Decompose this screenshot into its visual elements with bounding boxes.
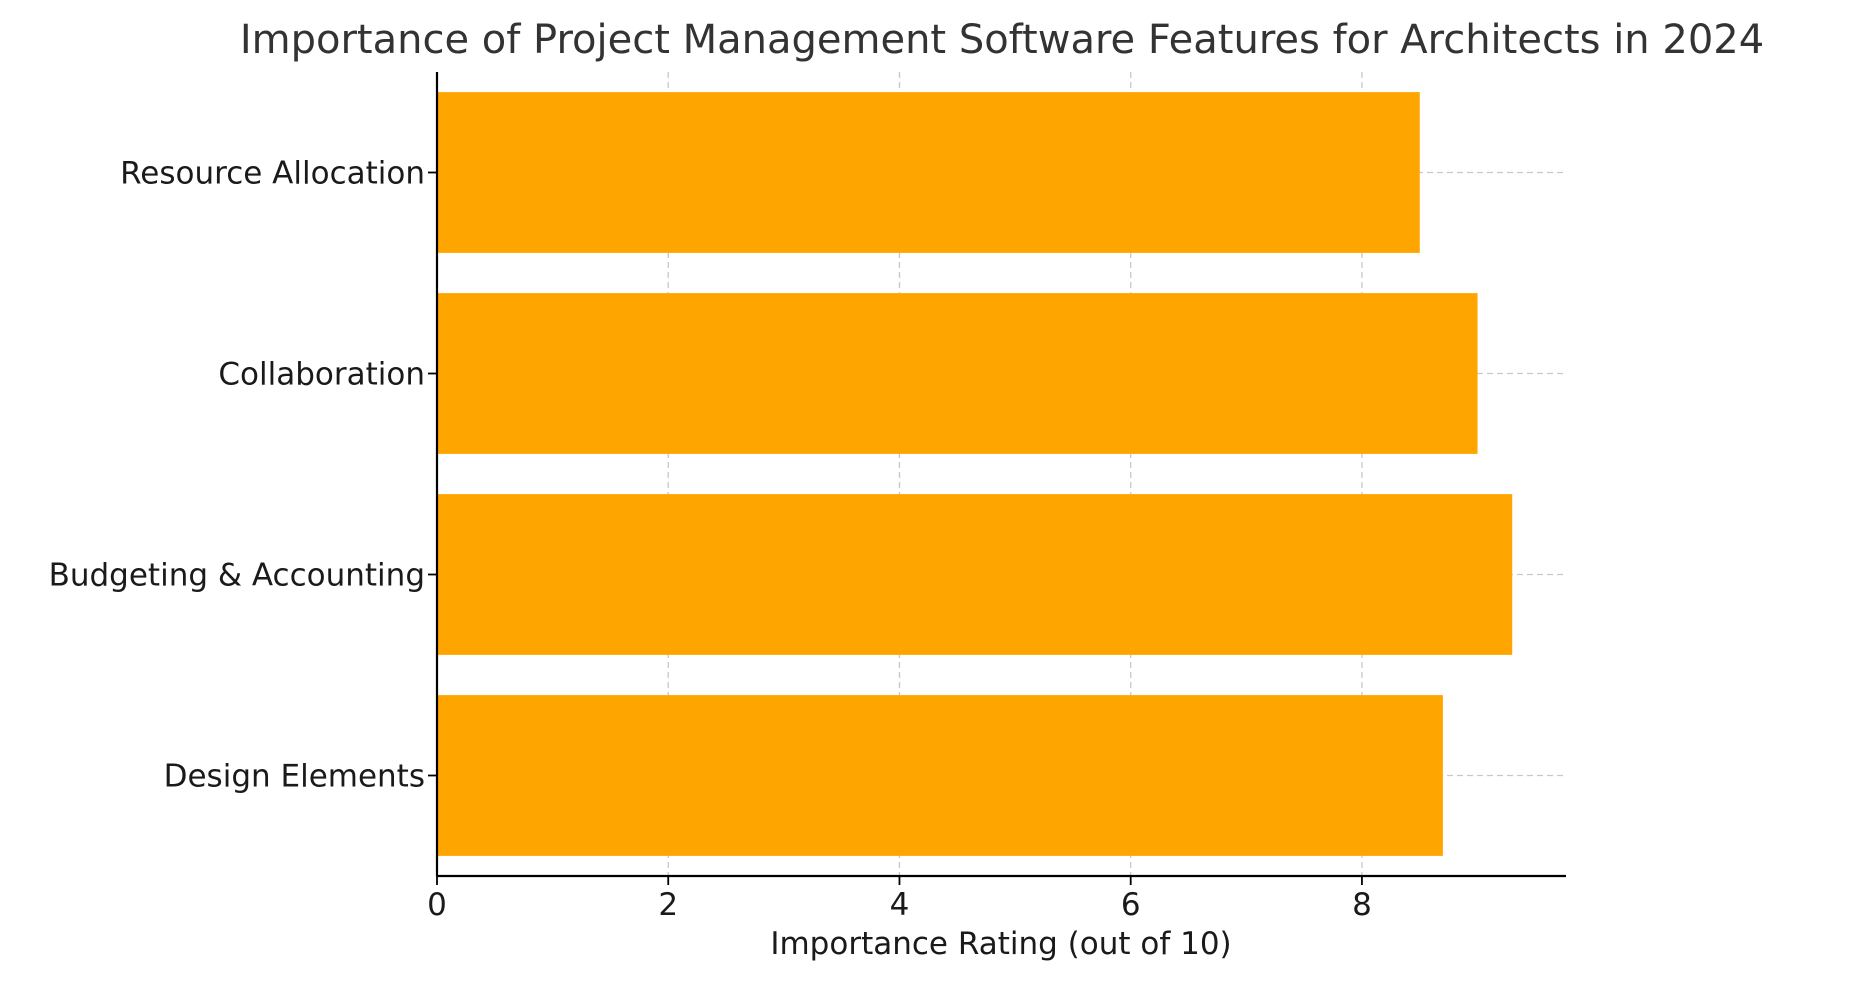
chart-title: Importance of Project Management Softwar… — [240, 17, 1764, 63]
x-tick-label: 4 — [890, 887, 910, 923]
x-tick-label: 2 — [658, 887, 678, 923]
bars — [437, 92, 1513, 856]
y-tick-label: Resource Allocation — [120, 156, 425, 192]
axes — [428, 72, 1566, 885]
x-tick-label: 8 — [1352, 887, 1372, 923]
bar — [437, 695, 1443, 856]
y-tick-label: Budgeting & Accounting — [49, 558, 425, 594]
bar — [437, 92, 1420, 253]
bar — [437, 494, 1513, 655]
x-tick-label: 6 — [1121, 887, 1141, 923]
x-tick-label: 0 — [427, 887, 447, 923]
y-tick-label: Design Elements — [164, 759, 425, 795]
tick-labels: 0 2 4 6 8 Design Elements Budgeting & Accounti… — [49, 156, 1372, 924]
y-tick-label: Collaboration — [218, 357, 425, 393]
x-axis-label: Importance Rating (out of 10) — [770, 926, 1231, 962]
bar — [437, 293, 1478, 454]
